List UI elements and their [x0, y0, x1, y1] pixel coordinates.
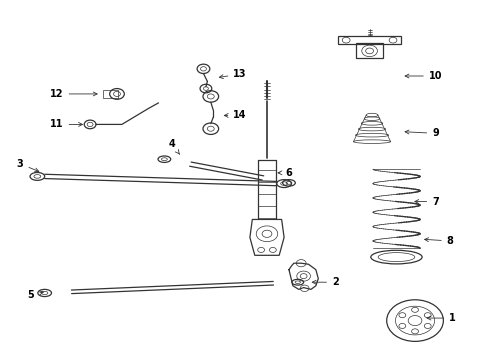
- Bar: [338, 36, 401, 44]
- Text: 5: 5: [27, 290, 44, 300]
- Bar: [103, 90, 118, 98]
- Text: 12: 12: [50, 89, 97, 99]
- Text: 6: 6: [278, 168, 293, 178]
- Text: 10: 10: [405, 71, 442, 81]
- Text: 8: 8: [425, 236, 454, 246]
- Text: 11: 11: [50, 120, 82, 129]
- Text: 3: 3: [17, 159, 39, 172]
- Text: 2: 2: [312, 277, 339, 287]
- Text: 1: 1: [427, 313, 456, 323]
- Bar: [356, 43, 383, 58]
- Text: 4: 4: [169, 139, 179, 154]
- Text: 7: 7: [415, 197, 439, 207]
- Text: 13: 13: [220, 69, 247, 79]
- Text: 9: 9: [405, 129, 439, 138]
- Text: 14: 14: [224, 111, 247, 121]
